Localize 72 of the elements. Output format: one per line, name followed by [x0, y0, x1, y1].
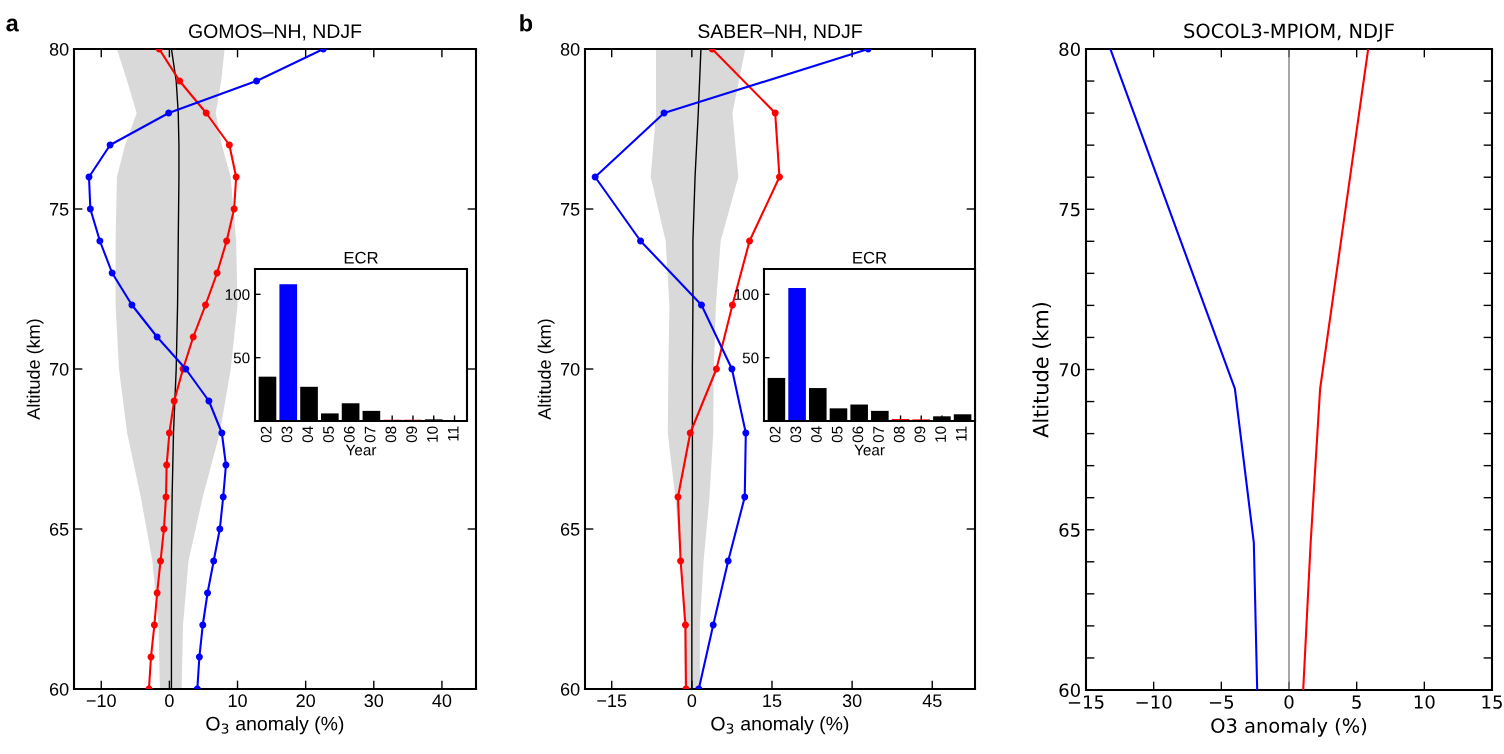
- x-tick-label: 10: [935, 426, 946, 442]
- x-tick-label: 08: [385, 426, 397, 443]
- x-tick-label: 0: [1284, 695, 1294, 709]
- x-tick-label: 10: [228, 694, 247, 708]
- x-axis-title: Year: [854, 444, 885, 456]
- x-tick-label: 40: [432, 694, 452, 708]
- y-tick-label: 50: [233, 352, 250, 364]
- chart-title: SABER–NH, NDJF: [698, 24, 862, 41]
- x-tick-label: 15: [1482, 695, 1502, 709]
- x-axis-title: O$_{3}$ anomaly (%): [206, 716, 344, 735]
- y-tick-label: 75: [560, 203, 580, 216]
- y-tick-label: 80: [49, 42, 69, 56]
- x-tick-label: 03: [281, 426, 293, 443]
- x-tick-label: −10: [1136, 695, 1172, 709]
- x-tick-label: 09: [406, 426, 418, 443]
- chart-title: GOMOS–NH, NDJF: [189, 24, 362, 41]
- text: b: [520, 14, 533, 32]
- x-tick-label: 20: [296, 694, 315, 708]
- y-tick-label: 50: [742, 352, 759, 364]
- x-tick-label: 30: [842, 694, 862, 708]
- x-tick-label: 03: [790, 426, 802, 443]
- y-tick-label: 80: [1059, 42, 1080, 57]
- x-tick-label: −15: [1068, 695, 1104, 709]
- chart-title: ECR: [853, 251, 887, 264]
- x-tick-label: 05: [831, 426, 843, 443]
- x-tick-label: 11: [956, 426, 967, 441]
- y-tick-label: 70: [1059, 362, 1080, 377]
- y-axis-title: Altitude (km): [26, 319, 44, 420]
- x-tick-label: 10: [427, 426, 438, 442]
- x-tick-label: 5: [1352, 695, 1361, 709]
- x-tick-label: 05: [323, 426, 334, 443]
- x-tick-label: 04: [811, 426, 822, 443]
- x-tick-label: 09: [914, 426, 926, 443]
- x-tick-label: 10: [1414, 695, 1435, 709]
- chart-title: SOCOL3-MPIOM, NDJF: [1184, 23, 1394, 42]
- y-tick-label: 60: [49, 682, 69, 696]
- y-tick-label: 70: [560, 362, 580, 376]
- y-axis-title: Altitude (km): [537, 319, 555, 420]
- x-tick-label: 06: [343, 426, 355, 443]
- x-tick-label: −5: [1209, 695, 1234, 709]
- x-tick-label: 45: [922, 694, 942, 708]
- text: a: [6, 18, 19, 32]
- x-tick-label: −10: [86, 694, 116, 708]
- x-axis-title: O$_{3}$ anomaly (%): [711, 716, 849, 735]
- x-tick-label: 02: [769, 426, 781, 443]
- x-tick-label: 15: [763, 694, 782, 708]
- x-tick-label: 02: [260, 426, 272, 443]
- x-axis-title: O3 anomaly (%): [1211, 717, 1367, 737]
- x-axis-title: Year: [345, 444, 377, 456]
- y-axis-title: Altitude (km): [1032, 302, 1052, 438]
- y-tick-label: 100: [225, 289, 250, 301]
- y-tick-label: 80: [560, 42, 580, 56]
- y-tick-label: 100: [734, 289, 759, 301]
- x-tick-label: 04: [302, 426, 314, 443]
- x-tick-label: 30: [364, 694, 384, 708]
- x-tick-label: 0: [687, 694, 697, 708]
- y-tick-label: 65: [49, 522, 69, 536]
- x-tick-label: 0: [165, 694, 174, 708]
- y-tick-label: 60: [560, 682, 580, 696]
- x-tick-label: 08: [893, 426, 905, 443]
- y-tick-label: 65: [560, 522, 580, 536]
- y-tick-label: 75: [49, 203, 69, 216]
- y-tick-label: 60: [1059, 683, 1080, 698]
- x-tick-label: 11: [447, 426, 459, 441]
- y-tick-label: 70: [49, 362, 69, 376]
- x-tick-label: 06: [852, 426, 864, 443]
- x-tick-label: 07: [873, 426, 884, 443]
- x-tick-label: −15: [597, 694, 627, 708]
- y-tick-label: 75: [1059, 202, 1080, 217]
- x-tick-label: 07: [364, 426, 376, 443]
- chart-title: ECR: [344, 251, 378, 264]
- y-tick-label: 65: [1059, 523, 1080, 537]
